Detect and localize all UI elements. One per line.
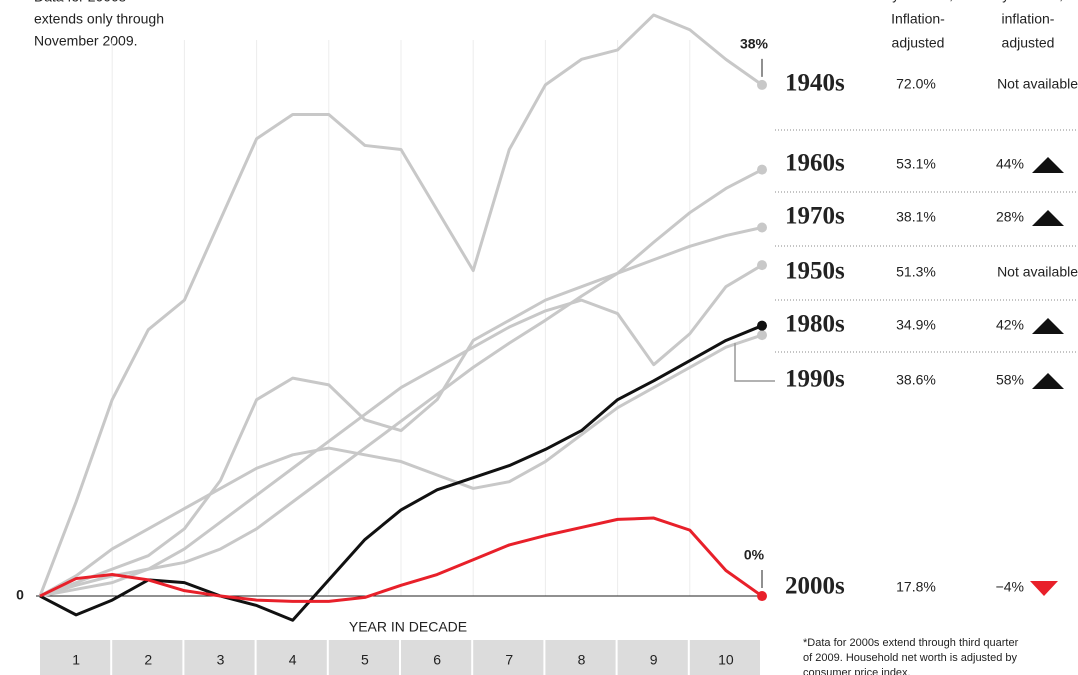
end-dot <box>757 79 767 90</box>
year-box <box>112 640 183 675</box>
year-box <box>328 640 399 675</box>
year-box <box>40 640 111 675</box>
note-line: November 2009. <box>34 33 138 49</box>
col2-value: −4% <box>996 579 1024 595</box>
x-tick-label: 7 <box>505 652 513 668</box>
column-header: inflation- <box>1002 11 1055 27</box>
series-line <box>39 324 763 622</box>
year-box <box>256 640 327 675</box>
col1-value: 51.3% <box>896 264 936 280</box>
x-tick-label: 8 <box>578 652 586 668</box>
connector <box>734 343 775 382</box>
col2-value: Not available <box>997 76 1078 92</box>
up-arrow <box>1032 157 1064 173</box>
decade-label: 1940s <box>785 70 845 97</box>
col1-value: 34.9% <box>896 317 936 333</box>
col1-value: 53.1% <box>896 156 936 172</box>
series-line <box>39 516 763 603</box>
footnote: of 2009. Household net worth is adjusted… <box>803 652 1018 664</box>
end-dot <box>757 320 767 331</box>
x-tick-label: 1 <box>72 652 80 668</box>
x-tick-label: 10 <box>718 652 734 668</box>
col2-value: Not available <box>997 264 1078 280</box>
decade-label: 1970s <box>785 203 845 230</box>
decade-label: 1960s <box>785 150 845 177</box>
column-header: By decade, <box>993 0 1063 3</box>
decade-label: 2000s <box>785 573 845 600</box>
annotation: 0% <box>744 547 765 563</box>
x-tick-label: 5 <box>361 652 369 668</box>
col1-value: 38.1% <box>896 209 936 225</box>
year-box <box>184 640 255 675</box>
up-arrow <box>1032 318 1064 334</box>
col1-value: 17.8% <box>896 579 936 595</box>
down-arrow <box>1030 581 1058 596</box>
end-dot <box>757 260 767 271</box>
x-axis-label: YEAR IN DECADE <box>349 619 467 635</box>
series-line <box>39 263 763 598</box>
col1-value: 38.6% <box>896 372 936 388</box>
series-line <box>39 333 763 598</box>
end-dot <box>757 330 767 341</box>
column-header: By decade, <box>883 0 953 3</box>
annotation: 38% <box>740 36 769 52</box>
note-line: extends only through <box>34 11 164 27</box>
col1-value: 72.0% <box>896 76 936 92</box>
end-dot <box>757 164 767 175</box>
year-box <box>617 640 688 675</box>
up-arrow <box>1032 373 1064 389</box>
series-line <box>38 13 763 597</box>
x-tick-label: 3 <box>217 652 225 668</box>
y-tick-label: 0 <box>16 587 24 603</box>
series-line <box>39 168 763 598</box>
col2-value: 28% <box>996 209 1024 225</box>
year-box <box>473 640 544 675</box>
decade-label: 1950s <box>785 258 845 285</box>
col2-value: 44% <box>996 156 1024 172</box>
end-dot <box>757 222 767 233</box>
up-arrow <box>1032 210 1064 226</box>
end-dot <box>757 591 767 602</box>
x-tick-label: 4 <box>289 652 297 668</box>
year-box <box>401 640 472 675</box>
col2-value: 58% <box>996 372 1024 388</box>
x-tick-label: 6 <box>433 652 441 668</box>
decade-label: 1990s <box>785 366 845 393</box>
footnote: consumer price index. <box>803 667 911 675</box>
column-header: adjusted <box>892 35 945 51</box>
column-header: adjusted <box>1002 35 1055 51</box>
year-box <box>689 640 760 675</box>
year-box <box>545 640 616 675</box>
decade-label: 1980s <box>785 311 845 338</box>
x-tick-label: 9 <box>650 652 658 668</box>
series-line <box>39 226 763 598</box>
x-tick-label: 2 <box>144 652 152 668</box>
col2-value: 42% <box>996 317 1024 333</box>
column-header: Inflation- <box>891 11 945 27</box>
footnote: *Data for 2000s extend through third qua… <box>803 637 1019 649</box>
note-line: Data for 2000s <box>34 0 126 5</box>
